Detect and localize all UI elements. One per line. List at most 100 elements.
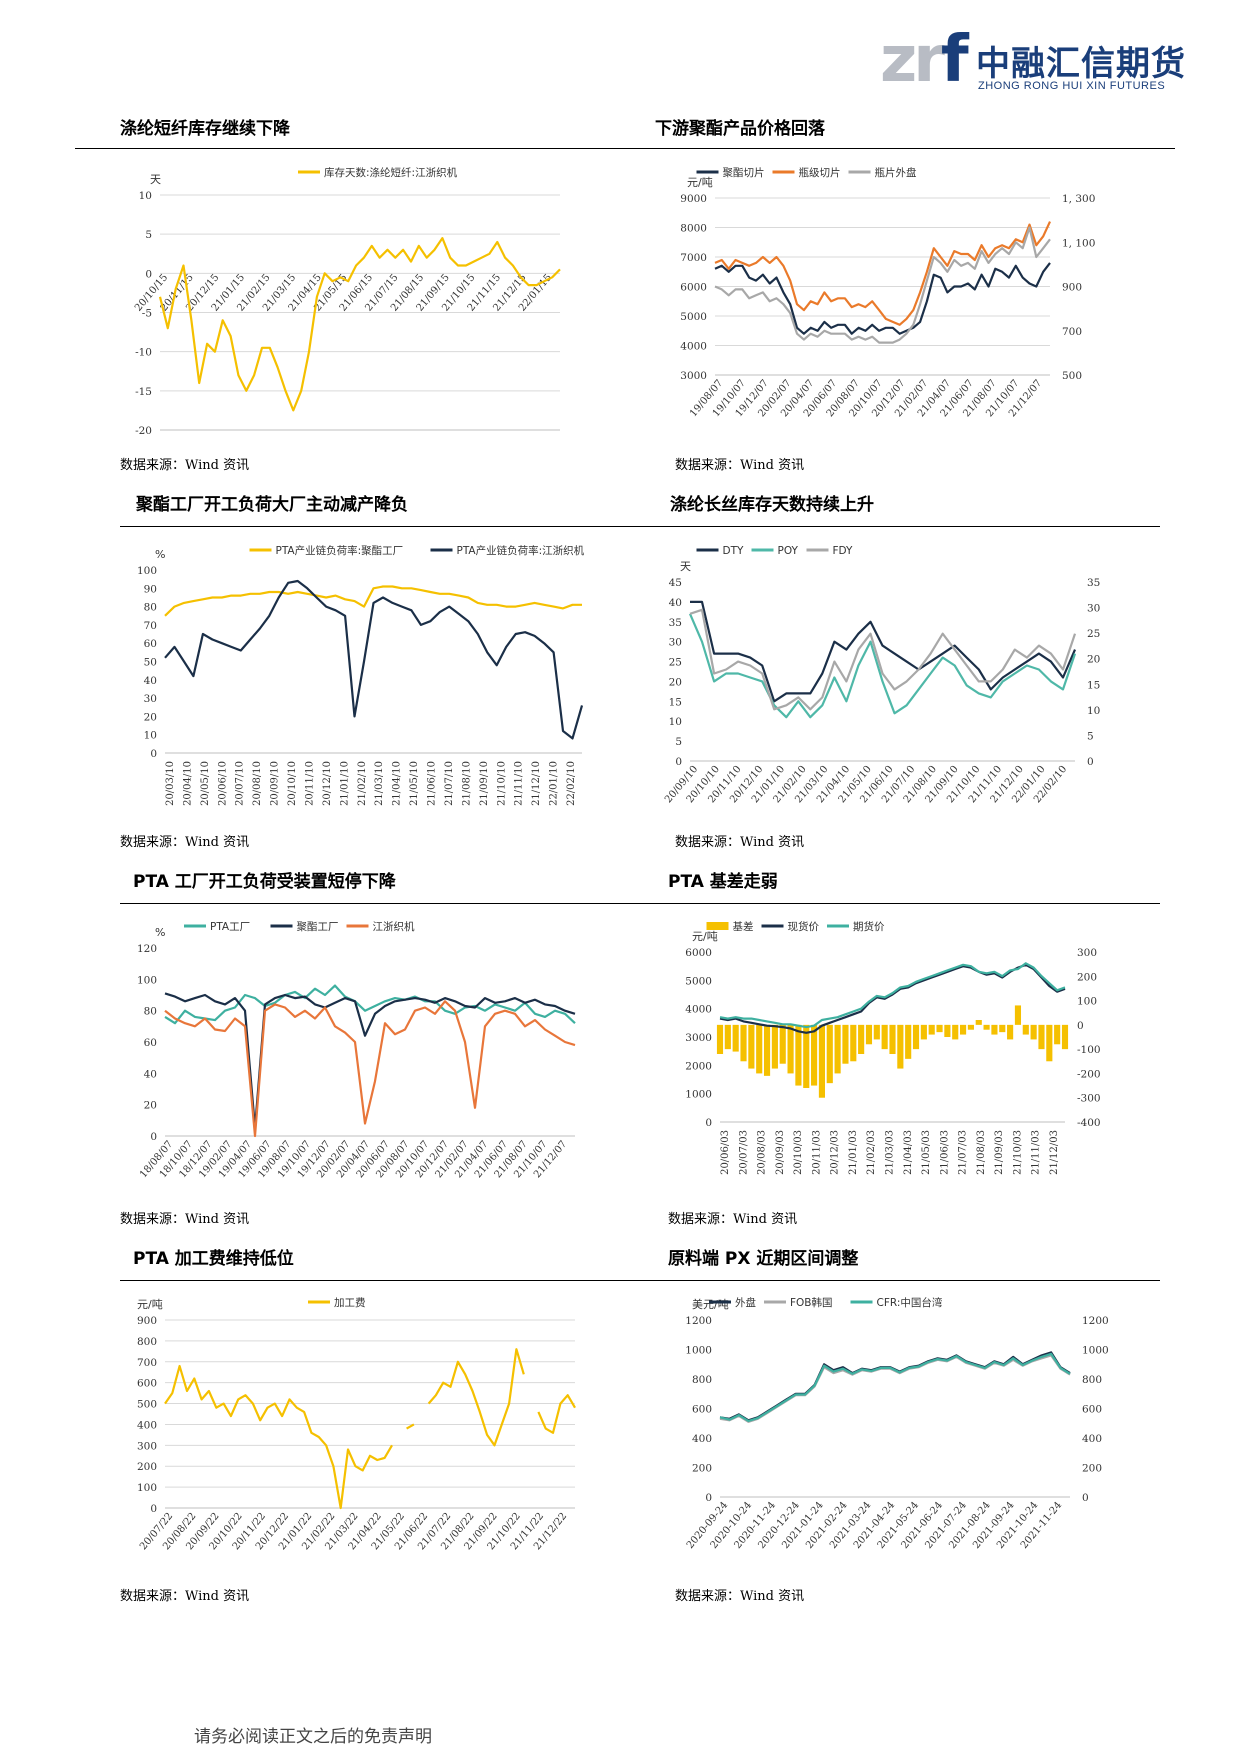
- y2-tick-label: -100: [1077, 1044, 1101, 1056]
- y-tick-label: 700: [137, 1357, 157, 1369]
- divider-1: [75, 148, 1175, 149]
- y2-tick-label: 200: [1082, 1463, 1102, 1475]
- chart-pta-processing-fee: 900 800 700 600 500 400 300 200 100 0 元/吨 20/07/22 2…: [120, 1290, 590, 1575]
- chart-polyester-product-prices: 9000 8000 7000 6000 5000 4000 3000 1, 300 1, 100…: [650, 160, 1120, 445]
- y-tick-label: 200: [137, 1461, 157, 1473]
- y-tick-label: 2000: [685, 1060, 712, 1072]
- y2-tick-label: 15: [1087, 679, 1100, 691]
- basis-bar: [928, 1024, 935, 1035]
- y-tick-label: 60: [144, 638, 157, 650]
- chart-svg: 45403530252015105035302520151050天20/09/1…: [663, 545, 1100, 805]
- divider-4: [120, 1280, 1160, 1281]
- y2-tick-label: 100: [1077, 996, 1097, 1008]
- y2-tick-label: 20: [1087, 654, 1100, 666]
- y2-tick-label: 1, 300: [1062, 193, 1095, 205]
- basis-bar: [858, 1024, 865, 1054]
- basis-bar: [1022, 1024, 1029, 1035]
- y-tick-label: 6000: [685, 947, 712, 959]
- y-unit-label: 元/吨: [137, 1298, 163, 1311]
- y2-tick-label: 0: [1077, 1020, 1084, 1032]
- company-logo: zrf 中融汇信期货 ZHONG RONG HUI XIN FUTURES: [880, 28, 1185, 98]
- x-tick-label: 21/06/10: [427, 761, 438, 806]
- x-tick-label: 21/12/10: [531, 761, 542, 806]
- y-tick-label: 20: [144, 711, 157, 723]
- y-tick-label: 10: [669, 716, 682, 728]
- basis-bar: [763, 1024, 771, 1076]
- series-line: [714, 262, 1051, 335]
- series-line: [688, 613, 1077, 719]
- x-tick-label: 20/10/03: [793, 1130, 804, 1175]
- y-tick-label: 9000: [680, 193, 707, 205]
- basis-bar: [975, 1020, 982, 1025]
- y-tick-label: 6000: [680, 282, 707, 294]
- section-title-2: 下游聚酯产品价格回落: [655, 119, 825, 139]
- y-tick-label: 70: [144, 620, 157, 632]
- legend-label: POY: [778, 545, 799, 557]
- basis-bar: [865, 1024, 873, 1045]
- y2-tick-label: 1200: [1082, 1315, 1109, 1327]
- x-tick-label: 20/06/10: [217, 761, 228, 806]
- y2-tick-label: 400: [1082, 1433, 1102, 1445]
- basis-bar: [1061, 1024, 1069, 1050]
- series-line: [714, 221, 1051, 326]
- section-title-3: 聚酯工厂开工负荷大厂主动减产降负: [136, 495, 408, 515]
- legend-label: PTA工厂: [210, 921, 250, 933]
- y2-tick-label: 1, 100: [1062, 237, 1095, 249]
- y-unit-label: 天: [680, 560, 691, 573]
- y-tick-label: -20: [135, 425, 152, 437]
- y-tick-label: 10: [139, 190, 152, 202]
- basis-bar: [771, 1024, 778, 1069]
- y-tick-label: 120: [137, 943, 157, 955]
- x-tick-label: 20/08/03: [757, 1130, 768, 1175]
- source-note-3: 数据来源：Wind 资讯: [120, 835, 250, 850]
- y2-tick-label: 0: [1082, 1492, 1089, 1504]
- basis-bar: [724, 1024, 731, 1050]
- legend-label: CFR:中国台湾: [877, 1296, 943, 1309]
- x-tick-label: 20/07/10: [235, 761, 246, 806]
- series-line: [719, 963, 1066, 1034]
- basis-bar: [1030, 1024, 1037, 1040]
- basis-bar: [811, 1024, 818, 1086]
- basis-bar: [920, 1024, 927, 1040]
- basis-bar: [756, 1024, 763, 1074]
- x-tick-label: 21/10/03: [1012, 1130, 1023, 1175]
- legend-label: 瓶级切片: [799, 166, 841, 179]
- y-tick-label: 20: [669, 676, 682, 688]
- x-tick-label: 20/07/03: [738, 1130, 749, 1175]
- x-tick-label: 21/12/03: [1049, 1130, 1060, 1175]
- divider-2: [120, 526, 1160, 527]
- y-unit-label: %: [155, 548, 165, 561]
- y2-tick-label: 200: [1077, 971, 1097, 983]
- y-tick-label: 90: [144, 583, 157, 595]
- y-tick-label: 35: [669, 617, 682, 629]
- y-tick-label: 3000: [680, 370, 707, 382]
- x-tick-label: 21/04/03: [903, 1130, 914, 1175]
- basis-bar: [732, 1024, 739, 1052]
- series-line: [164, 585, 582, 617]
- section-title-7: PTA 加工费维持低位: [133, 1249, 294, 1269]
- x-tick-label: 20/04/10: [182, 761, 193, 806]
- y2-tick-label: 500: [1062, 370, 1082, 382]
- section-title-8: 原料端 PX 近期区间调整: [668, 1249, 859, 1269]
- y-tick-label: 900: [137, 1315, 157, 1327]
- y-tick-label: 1000: [685, 1089, 712, 1101]
- y-unit-label: 天: [150, 173, 161, 186]
- chart-svg: 60005000400030002000100003002001000-100-…: [685, 920, 1101, 1175]
- x-tick-label: 22/01/10: [549, 761, 560, 806]
- y-tick-label: 1200: [685, 1315, 712, 1327]
- basis-bar: [881, 1024, 888, 1050]
- y2-tick-label: 35: [1087, 577, 1100, 589]
- x-tick-label: 21/01/03: [848, 1130, 859, 1175]
- basis-bar: [779, 1024, 786, 1064]
- x-tick-label: 21/03/03: [885, 1130, 896, 1175]
- source-note-5: 数据来源：Wind 资讯: [120, 1212, 250, 1227]
- y-unit-label: 元/吨: [692, 930, 718, 943]
- y-tick-label: 100: [137, 974, 157, 986]
- disclaimer-footer: 请务必阅读正文之后的免责声明: [194, 1727, 432, 1747]
- y-tick-label: 400: [692, 1433, 712, 1445]
- x-tick-label: 21/05/10: [409, 761, 420, 806]
- basis-bar: [960, 1024, 967, 1035]
- y-tick-label: 0: [705, 1117, 712, 1129]
- y-tick-label: 60: [144, 1037, 157, 1049]
- y-tick-label: 300: [137, 1440, 157, 1452]
